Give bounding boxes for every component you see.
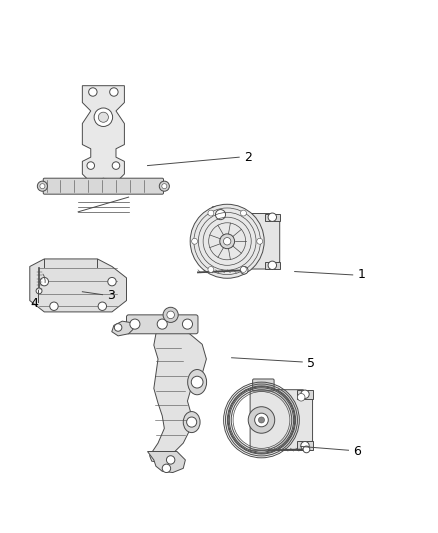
Circle shape (110, 88, 118, 96)
Circle shape (187, 417, 197, 427)
Circle shape (163, 308, 178, 322)
Polygon shape (265, 262, 280, 269)
Circle shape (190, 204, 264, 278)
Circle shape (257, 238, 263, 244)
Circle shape (162, 184, 167, 189)
Circle shape (258, 417, 265, 423)
Circle shape (98, 302, 106, 310)
Circle shape (94, 108, 113, 126)
Circle shape (208, 210, 214, 216)
Polygon shape (30, 259, 127, 312)
Circle shape (40, 184, 45, 189)
Circle shape (40, 278, 49, 286)
Polygon shape (220, 214, 280, 269)
Circle shape (157, 319, 167, 329)
Polygon shape (250, 390, 313, 450)
Circle shape (88, 88, 97, 96)
FancyBboxPatch shape (253, 379, 274, 391)
Circle shape (130, 319, 140, 329)
Text: 6: 6 (353, 445, 361, 458)
Circle shape (50, 302, 58, 310)
Circle shape (159, 181, 170, 191)
Text: 1: 1 (358, 269, 366, 281)
Polygon shape (148, 451, 185, 473)
FancyBboxPatch shape (43, 178, 163, 194)
Text: 5: 5 (307, 357, 315, 370)
Polygon shape (150, 326, 206, 462)
Circle shape (297, 393, 305, 401)
Circle shape (108, 278, 116, 286)
Circle shape (208, 266, 214, 272)
Polygon shape (112, 321, 135, 336)
Circle shape (301, 390, 309, 399)
Circle shape (301, 441, 309, 450)
Circle shape (162, 464, 171, 473)
Text: 3: 3 (108, 289, 116, 302)
Circle shape (114, 324, 122, 331)
Polygon shape (297, 441, 313, 450)
Circle shape (112, 162, 120, 169)
Polygon shape (265, 214, 280, 221)
Circle shape (182, 319, 193, 329)
Circle shape (166, 456, 175, 464)
Text: 2: 2 (244, 151, 252, 164)
Circle shape (240, 266, 248, 274)
Circle shape (167, 311, 174, 319)
Circle shape (36, 288, 42, 294)
Circle shape (268, 261, 276, 270)
Circle shape (87, 162, 95, 169)
Circle shape (240, 266, 247, 272)
Circle shape (223, 238, 231, 245)
FancyBboxPatch shape (212, 207, 229, 222)
Circle shape (37, 181, 47, 191)
Circle shape (240, 210, 247, 216)
Circle shape (254, 413, 268, 427)
Polygon shape (82, 86, 124, 182)
Ellipse shape (187, 369, 207, 395)
Circle shape (248, 407, 275, 433)
Polygon shape (297, 390, 313, 399)
Circle shape (220, 234, 235, 249)
Circle shape (303, 446, 310, 453)
Circle shape (192, 238, 198, 244)
Circle shape (98, 112, 109, 122)
Circle shape (268, 213, 276, 221)
Text: 4: 4 (31, 297, 39, 310)
Circle shape (215, 209, 226, 220)
FancyBboxPatch shape (127, 315, 198, 334)
Circle shape (191, 376, 203, 388)
Ellipse shape (183, 411, 200, 433)
